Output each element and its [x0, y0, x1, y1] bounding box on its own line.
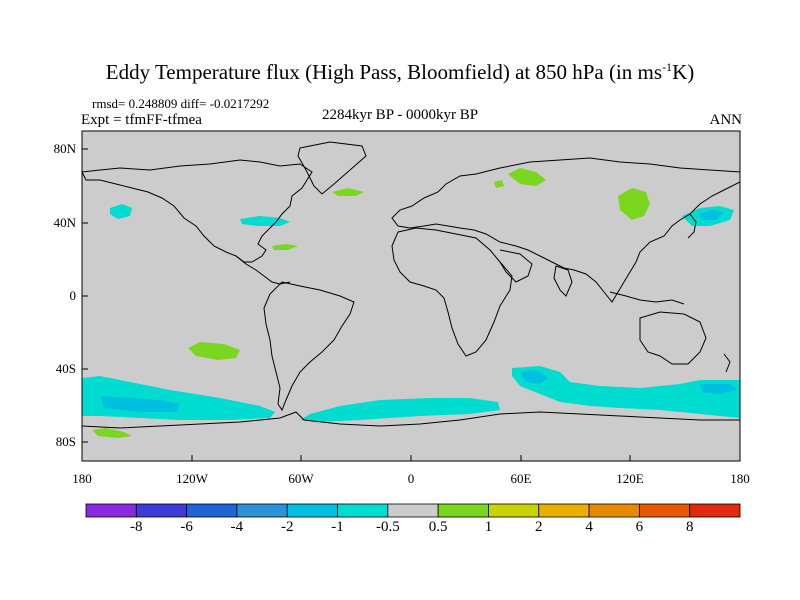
axis-ticks: [81, 148, 741, 461]
north-atlantic-small-patch: [272, 244, 298, 250]
colorbar-label: 6: [635, 519, 644, 535]
experiment-label: Expt = tfmFF-tfmea: [81, 112, 202, 128]
nw-pacific-strong-core: [698, 210, 724, 220]
lat-label-40n: 40N: [53, 215, 76, 230]
southern-ocean-atlantic-band: [300, 398, 500, 422]
colorbar-label: -6: [180, 519, 193, 535]
new-zealand-coast: [723, 353, 731, 373]
lon-label-120e: 120E: [616, 471, 644, 486]
colorbar-swatch: [638, 503, 691, 518]
lon-label-60e: 60E: [510, 471, 532, 486]
lon-label-180w: 180: [72, 471, 92, 486]
colorbar-label: -2: [280, 519, 294, 535]
kara-small-patch: [494, 180, 504, 188]
colorbar-swatch: [286, 503, 338, 518]
colorbar-swatch: [387, 503, 439, 518]
period-label: 2284kyr BP - 0000kyr BP: [321, 107, 479, 123]
south-america-coast: [263, 281, 355, 412]
japan-coast: [687, 213, 697, 239]
colorbar-swatch: [437, 503, 489, 518]
barents-sea-patch: [508, 168, 546, 186]
colorbar-swatch: [689, 503, 741, 518]
southern-ocean-indian-band: [512, 366, 740, 418]
colorbar-swatch: [588, 503, 640, 518]
antarctica-coast: [81, 411, 740, 429]
indian-strong-core: [520, 370, 548, 384]
colorbar-swatch: [236, 503, 288, 518]
antarctic-ross-patch: [92, 428, 132, 438]
north-atlantic-west-patch: [240, 216, 290, 226]
north-america-coast: [81, 159, 313, 263]
colorbar-label: -0.5: [375, 519, 400, 535]
coastlines: [81, 141, 741, 429]
australia-coast: [639, 311, 707, 365]
stats-text: rmsd= 0.248809 diff= -0.0217292: [92, 96, 270, 111]
colorbar-label: 0.5: [428, 519, 448, 535]
map-title: Eddy Temperature flux (High Pass, Bloomf…: [105, 60, 695, 84]
lat-label-80n: 80N: [53, 141, 76, 156]
greenland-coast: [297, 141, 367, 195]
colorbar-swatch: [337, 503, 389, 518]
negative-strong-regions: [100, 210, 738, 412]
indian-strong-core-2: [700, 384, 738, 394]
colorbar-swatch: [186, 503, 238, 518]
colorbar-label: -4: [230, 519, 244, 535]
colorbar-label: 1: [484, 519, 493, 535]
north-pacific-east-patch: [110, 204, 132, 219]
africa-coast: [391, 227, 513, 357]
colorbar-label: 8: [685, 519, 694, 535]
positive-anomaly-regions: [92, 168, 650, 438]
colorbar-swatch: [85, 503, 137, 518]
colorbar-label: -8: [130, 519, 143, 535]
colorbar-label: 4: [585, 519, 593, 535]
pacific-strong-core: [100, 396, 180, 412]
lat-label-40s: 40S: [55, 361, 76, 376]
season-label: ANN: [709, 112, 743, 128]
asia-positive-patch: [618, 188, 650, 220]
arabia-coast: [499, 249, 533, 283]
colorbar: [85, 503, 741, 518]
lon-label-180e: 180: [730, 471, 750, 486]
lon-label-60w: 60W: [288, 471, 314, 486]
india-coast: [553, 265, 573, 297]
norway-sea-patch: [332, 188, 364, 196]
lon-label-0: 0: [407, 471, 415, 486]
europe-asia-coast: [391, 157, 741, 303]
indonesia-coast: [609, 291, 685, 305]
lat-label-0: 0: [69, 288, 77, 303]
south-pacific-patch: [188, 342, 240, 360]
colorbar-swatch: [538, 503, 590, 518]
colorbar-swatch: [135, 503, 188, 518]
colorbar-label: -1: [331, 519, 344, 535]
lon-label-120w: 120W: [176, 471, 208, 486]
lat-label-80s: 80S: [55, 434, 76, 449]
colorbar-label: 2: [535, 519, 543, 535]
colorbar-swatch: [488, 503, 540, 518]
